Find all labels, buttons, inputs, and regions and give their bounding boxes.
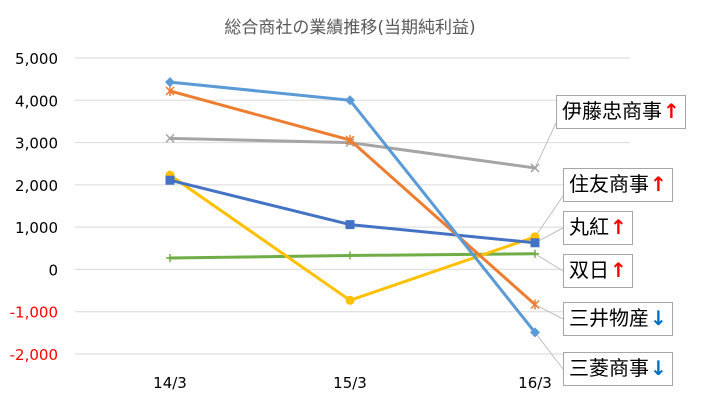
y-tick-label: 2,000 (15, 177, 58, 195)
data-point (345, 135, 355, 146)
x-axis: 14/3 15/3 16/3 (153, 374, 552, 392)
data-point (165, 77, 175, 88)
y-tick-label: -2,000 (10, 346, 58, 364)
data-point (165, 133, 175, 143)
data-point (345, 295, 355, 305)
series-5 (165, 85, 540, 310)
data-point (346, 251, 354, 260)
down-arrow-icon: ↓ (650, 306, 667, 330)
callout-mitsubishi: 三菱商事↓ (563, 352, 673, 386)
data-point (345, 95, 355, 106)
callout-leader-line (534, 304, 564, 320)
data-point (165, 175, 175, 185)
callout-itochu: 伊藤忠商事↑ (556, 95, 686, 129)
callout-leader-line (534, 227, 564, 244)
y-tick-label: 1,000 (15, 219, 58, 237)
callout-leader-line (534, 253, 564, 272)
callout-mitsui: 三井物産↓ (563, 302, 673, 336)
data-point (530, 299, 540, 310)
y-tick-label: 4,000 (15, 92, 58, 110)
callout-sojitz: 双日↑ (563, 254, 633, 288)
y-tick-label: 0 (48, 261, 58, 279)
y-tick-label: 5,000 (15, 50, 58, 68)
up-arrow-icon: ↑ (610, 215, 627, 239)
data-point (530, 327, 540, 338)
series-1 (165, 133, 540, 173)
y-tick-label: 3,000 (15, 135, 58, 153)
callout-sumitomo: 住友商事↑ (563, 168, 673, 202)
x-tick-label: 14/3 (153, 374, 187, 392)
series-3 (165, 175, 540, 248)
x-tick-label: 15/3 (333, 374, 367, 392)
data-point (345, 220, 355, 230)
data-point (531, 249, 539, 258)
data-point (530, 163, 540, 173)
series-6 (165, 77, 540, 338)
callout-leader-line (534, 332, 564, 370)
x-tick-label: 16/3 (518, 374, 552, 392)
chart-title: 総合商社の業績推移(当期純利益) (224, 18, 475, 38)
callout-leader-line (534, 122, 557, 169)
series-label: 伊藤忠商事 (562, 99, 662, 123)
callout-leaders (534, 122, 564, 370)
callout-leader-line (534, 195, 564, 238)
series-label: 三井物産 (569, 306, 649, 330)
series-label: 双日 (569, 258, 609, 282)
up-arrow-icon: ↑ (610, 258, 627, 282)
up-arrow-icon: ↑ (663, 99, 680, 123)
up-arrow-icon: ↑ (650, 172, 667, 196)
y-axis: 5,000 4,000 3,000 2,000 1,000 0 -1,000 -2,000 (10, 50, 58, 364)
data-point (166, 254, 174, 263)
callout-marubeni: 丸紅↑ (563, 211, 633, 245)
down-arrow-icon: ↓ (650, 356, 667, 380)
data-point (530, 238, 540, 248)
series-line (168, 89, 537, 307)
series-label: 住友商事 (569, 172, 649, 196)
data-point (165, 85, 175, 96)
series-label: 三菱商事 (569, 356, 649, 380)
series-line (168, 80, 537, 334)
y-tick-label: -1,000 (10, 304, 58, 322)
series-label: 丸紅 (569, 215, 609, 239)
series-lines (165, 77, 540, 338)
